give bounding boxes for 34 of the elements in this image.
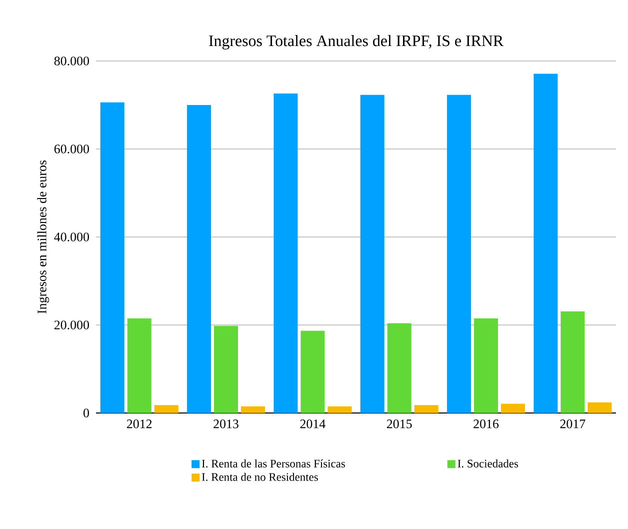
bar: [414, 405, 438, 413]
legend-label: I. Renta de las Personas Físicas: [202, 459, 345, 468]
bar: [474, 318, 498, 413]
bar: [560, 311, 585, 413]
legend-label: I. Renta de no Residentes: [202, 472, 318, 481]
bar: [447, 94, 472, 413]
bar: [328, 406, 352, 413]
x-tick-label: 2013: [214, 420, 238, 428]
bar: [501, 404, 526, 413]
bar: [300, 330, 325, 413]
bar: [534, 74, 558, 413]
bar: [241, 406, 266, 413]
y-axis-title: Ingresos en millones de euros: [37, 160, 50, 314]
bar: [127, 318, 152, 413]
chart-title: Ingresos Totales Anuales del IRPF, IS e IRNR: [209, 34, 504, 50]
bar: [588, 402, 612, 413]
x-tick-label: 2014: [300, 420, 326, 428]
y-tick-label: 60.000: [54, 144, 89, 154]
x-tick-label: 2017: [560, 420, 586, 428]
legend-label: I. Sociedades: [458, 459, 518, 468]
bar: [187, 104, 212, 413]
y-tick-label: 20.000: [54, 320, 89, 330]
y-tick-label: 0: [84, 408, 89, 418]
x-tick-label: 2012: [126, 420, 152, 428]
bar: [360, 94, 384, 413]
bar: [214, 326, 238, 413]
y-tick-label: 80.000: [54, 56, 89, 66]
bar: [154, 405, 178, 413]
x-tick-label: 2015: [386, 420, 412, 428]
y-tick-label: 40.000: [54, 232, 89, 242]
bar: [387, 323, 412, 413]
bar: [100, 102, 124, 413]
bar: [274, 94, 298, 413]
x-tick-label: 2016: [474, 420, 499, 428]
